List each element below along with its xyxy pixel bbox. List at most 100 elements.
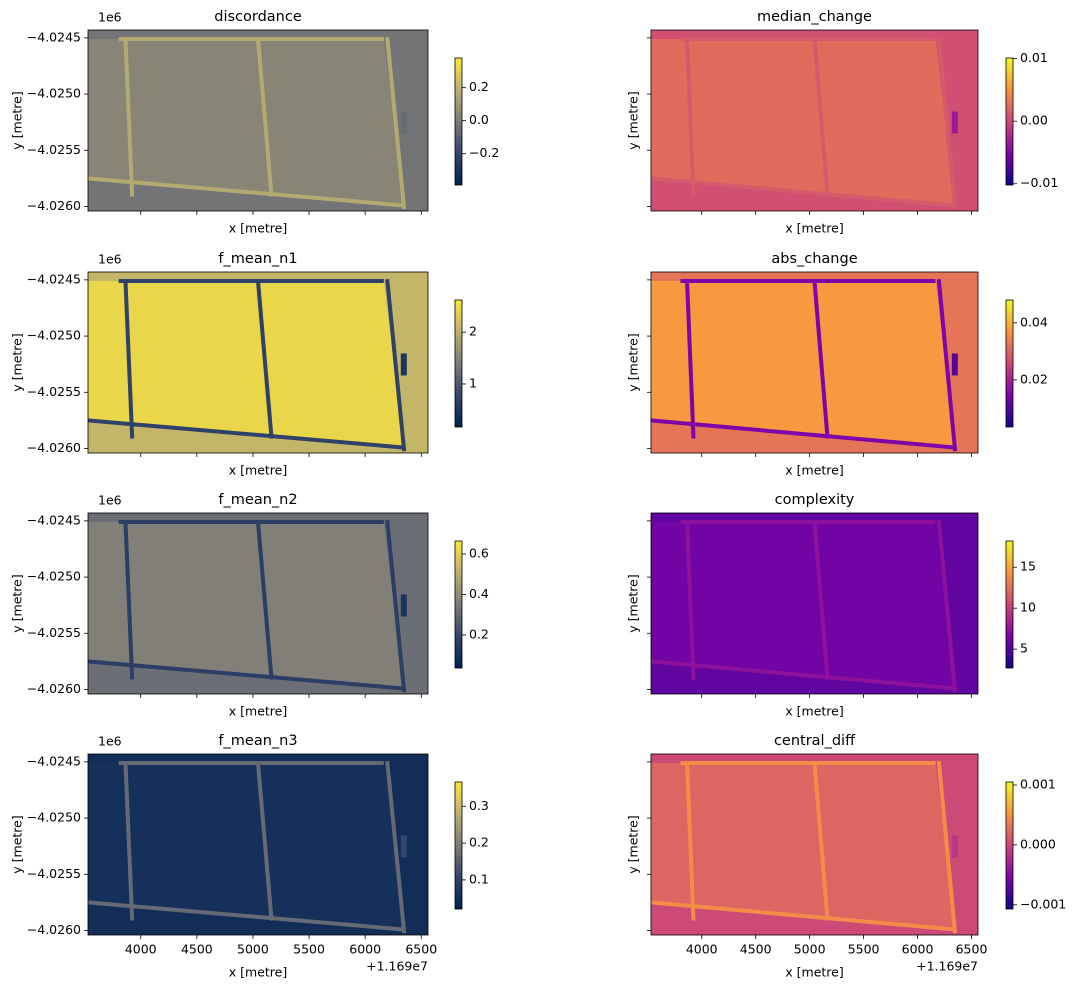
y-offset-text: 1e6 xyxy=(98,493,122,508)
colorbar-tick-label: 0.2 xyxy=(469,626,489,641)
raster-track xyxy=(87,418,405,450)
raster-feature xyxy=(951,111,958,134)
colorbar-tick-label: 0.000 xyxy=(1020,836,1056,851)
x-axis-label: x [metre] xyxy=(229,965,287,980)
colorbar-tick-label: 0.01 xyxy=(1020,50,1048,65)
colorbar-tick-label: 0.001 xyxy=(1020,776,1056,791)
axes-frame xyxy=(650,29,979,212)
x-tick-label: 4500 xyxy=(740,942,772,957)
axes-frame xyxy=(87,753,429,936)
colorbar-tick-label: 0.2 xyxy=(469,79,489,94)
y-tick-label: −4.0255 xyxy=(27,384,81,399)
raster-track xyxy=(684,520,696,680)
raster-feature xyxy=(951,835,958,858)
panel: −4.0245 −4.0250 −4.0255 −4.0260 f_mean_n2x [… xyxy=(10,492,489,719)
x-tick-label: 6500 xyxy=(405,942,437,957)
y-axis-label: y [metre] xyxy=(10,815,25,873)
y-offset-text: 1e6 xyxy=(98,10,122,25)
raster-track xyxy=(812,762,830,921)
raster-track xyxy=(650,659,956,691)
colorbar-tick-label: −0.01 xyxy=(1020,175,1058,190)
colorbar-tick-label: 0.1 xyxy=(469,871,489,886)
raster-track xyxy=(650,418,956,450)
colorbar xyxy=(454,540,463,669)
colorbar-tick-label: −0.2 xyxy=(469,145,499,160)
raster-track xyxy=(936,761,958,934)
raster-track xyxy=(650,900,956,932)
y-offset-text: 1e6 xyxy=(98,252,122,267)
colorbar-tick-label: −0.001 xyxy=(1020,896,1066,911)
raster-track xyxy=(385,761,407,934)
colorbar xyxy=(1005,781,1014,910)
raster-field xyxy=(88,281,405,446)
panel-title: central_diff xyxy=(774,733,856,749)
colorbar-tick-label: 0.02 xyxy=(1020,371,1048,386)
y-tick-label: −4.0250 xyxy=(27,569,81,584)
x-offset-text: +1.169e7 xyxy=(366,959,428,974)
x-tick-label: 4000 xyxy=(686,942,718,957)
y-axis-label: y [metre] xyxy=(626,815,641,873)
raster-track xyxy=(87,900,405,932)
raster-track xyxy=(650,176,956,208)
colorbar xyxy=(1005,540,1014,669)
raster-track xyxy=(256,38,274,197)
x-axis-label: x [metre] xyxy=(785,221,843,236)
panel-title: f_mean_n3 xyxy=(218,733,297,749)
y-axis-label: y [metre] xyxy=(10,574,25,632)
panel: complexity x [metre] y [metre] 5 10 15 xyxy=(626,492,1036,719)
x-tick-label: 6000 xyxy=(902,942,934,957)
colorbar-tick-label: 0.04 xyxy=(1020,314,1048,329)
raster-track xyxy=(87,176,405,208)
raster-feature xyxy=(951,353,958,376)
y-tick-label: −4.0260 xyxy=(27,198,81,213)
y-axis-label: y [metre] xyxy=(10,333,25,391)
raster-track xyxy=(684,761,696,921)
colorbar xyxy=(454,781,463,910)
y-tick-label: −4.0255 xyxy=(27,866,81,881)
y-tick-label: −4.0250 xyxy=(27,810,81,825)
y-tick-label: −4.0245 xyxy=(27,512,81,527)
colorbar xyxy=(454,57,463,186)
raster-field xyxy=(651,39,956,204)
raster-track xyxy=(684,279,696,439)
x-axis-label: x [metre] xyxy=(785,463,843,478)
panel: 4000 4500 5000 5500 6000 6500 −4.0245 −4.0250 −4… xyxy=(10,733,489,980)
raster-track xyxy=(256,521,274,680)
colorbar-tick-label: 15 xyxy=(1020,559,1036,574)
y-tick-label: −4.0260 xyxy=(27,681,81,696)
raster-field xyxy=(88,522,405,687)
axes-frame xyxy=(87,512,429,695)
raster-track xyxy=(936,520,958,693)
raster-track xyxy=(256,280,274,439)
colorbar xyxy=(454,299,463,428)
colorbar xyxy=(1005,299,1014,428)
x-tick-label: 5500 xyxy=(293,942,325,957)
raster-track xyxy=(936,37,958,210)
y-axis-label: y [metre] xyxy=(626,91,641,149)
panel-title: f_mean_n1 xyxy=(218,251,297,267)
raster-track xyxy=(123,520,135,680)
raster-track xyxy=(123,279,135,439)
y-tick-label: −4.0260 xyxy=(27,440,81,455)
raster-track xyxy=(936,279,958,452)
y-axis-label: y [metre] xyxy=(626,574,641,632)
x-axis-label: x [metre] xyxy=(785,965,843,980)
x-tick-label: 5000 xyxy=(794,942,826,957)
colorbar-tick-label: 10 xyxy=(1020,600,1036,615)
axes-frame xyxy=(650,271,979,454)
raster-track xyxy=(812,38,830,197)
x-tick-label: 5500 xyxy=(848,942,880,957)
panel-title: complexity xyxy=(775,492,855,508)
colorbar-tick-label: 0.6 xyxy=(469,545,489,560)
x-tick-label: 6500 xyxy=(956,942,988,957)
panel: −4.0245 −4.0250 −4.0255 −4.0260 discordance x… xyxy=(10,9,500,236)
colorbar-tick-label: 5 xyxy=(1020,641,1028,656)
raster-track xyxy=(812,521,830,680)
panel-title: discordance xyxy=(214,9,302,25)
raster-track xyxy=(812,280,830,439)
colorbar xyxy=(1005,57,1014,186)
x-axis-label: x [metre] xyxy=(785,704,843,719)
colorbar-tick-label: 0.00 xyxy=(1020,113,1048,128)
